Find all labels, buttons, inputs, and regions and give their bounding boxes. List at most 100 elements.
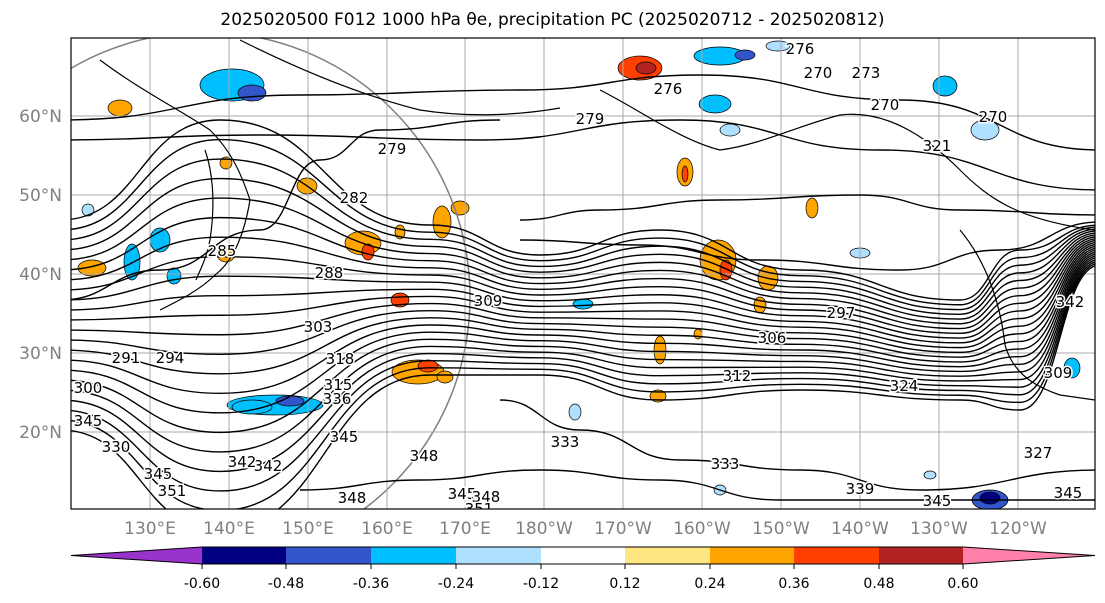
precip-patch: [237, 84, 267, 102]
colorbar-segment: [794, 547, 879, 564]
contour-line: [71, 259, 1095, 473]
contour-line: [71, 246, 1095, 354]
contour-line: [71, 261, 1095, 492]
precip-patch: [698, 94, 732, 114]
colorbar-tick-label: 0.60: [947, 576, 978, 592]
colorbar-tick-label: -0.12: [523, 576, 559, 592]
precip-patch: [107, 99, 133, 117]
contour-label: 279: [576, 110, 605, 128]
chart-title: 2025020500 F012 1000 hPa θe, precipitati…: [220, 10, 885, 30]
colorbar-tick-label: -0.24: [438, 576, 474, 592]
contour-line: [71, 216, 1095, 325]
contour-label: 279: [378, 140, 407, 158]
contour-label: 345: [1054, 484, 1083, 502]
lat-tick-label: 40°N: [19, 265, 62, 285]
reference-circle: [71, 38, 471, 509]
contour-label: 309: [1044, 364, 1073, 382]
theta-e-contours: [71, 74, 1095, 509]
contour-line: [71, 244, 1095, 349]
colorbar-tick-label: 0.36: [778, 576, 809, 592]
contour-label: 285: [208, 242, 237, 260]
contour-line: [71, 247, 1095, 358]
precip-patch: [436, 370, 454, 384]
contour-label: 321: [923, 137, 952, 155]
contour-line: [71, 265, 1095, 509]
lon-tick-label: 170°W: [594, 519, 652, 539]
contour-label: 297: [827, 304, 856, 322]
contour-line: [499, 399, 1095, 491]
precip-patch: [681, 165, 689, 183]
colorbar-segment: [456, 547, 541, 564]
colorbar-segment: [371, 547, 456, 564]
precip-patch: [635, 61, 657, 75]
colorbar-segment: [879, 547, 963, 564]
contour-label: 333: [711, 455, 740, 473]
precip-patch: [572, 298, 594, 310]
colorbar-segment: [541, 547, 625, 564]
contour-line: [71, 197, 1095, 320]
lon-tick-label: 140°W: [831, 519, 889, 539]
colorbar-tick-label: 0.48: [863, 576, 894, 592]
precip-patch: [568, 403, 582, 421]
colorbar-tick-label: 0.12: [609, 576, 640, 592]
lon-tick-label: 160°W: [673, 519, 731, 539]
contour-line: [299, 469, 1095, 501]
colorbar: [70, 546, 1096, 565]
contour-line: [519, 194, 1095, 221]
colorbar-tick-label: -0.36: [353, 576, 389, 592]
contour-line: [71, 257, 1095, 453]
precip-patch: [1063, 357, 1081, 379]
lat-tick-label: 60°N: [19, 107, 62, 127]
lon-tick-label: 130°E: [124, 519, 176, 539]
contour-label: 330: [102, 438, 131, 456]
map-frame: [70, 37, 1096, 510]
contour-label: 342: [1056, 293, 1085, 311]
contour-label: 342: [254, 457, 283, 475]
precip-patch: [417, 359, 439, 373]
contour-label: 348: [410, 447, 439, 465]
contour-line: [71, 119, 1095, 301]
lon-tick-label: 170°E: [439, 519, 491, 539]
lon-tick-label: 150°E: [282, 519, 334, 539]
contour-label: 351: [158, 482, 187, 500]
contour-line: [71, 255, 1095, 434]
contour-line: [71, 249, 1095, 375]
precip-patch: [166, 267, 182, 285]
contour-label: 348: [338, 489, 367, 507]
colorbar-segment: [286, 547, 371, 564]
contour-label: 273: [852, 64, 881, 82]
colorbar-segment: [202, 547, 286, 564]
contour-label: 309: [474, 292, 503, 310]
contour-line: [71, 242, 1095, 344]
colorbar-tick-label: 0.24: [694, 576, 725, 592]
contour-label: 327: [1024, 444, 1053, 462]
contour-line: [71, 177, 1095, 315]
contour-line: [71, 236, 1095, 330]
contour-label: 270: [871, 96, 900, 114]
contour-label: 276: [786, 40, 815, 58]
precip-patch: [805, 197, 819, 219]
contour-label: 336: [323, 390, 352, 408]
coastlines: [99, 39, 1095, 401]
contour-line: [71, 238, 1095, 335]
precip-patch: [432, 205, 452, 239]
contour-line: [71, 74, 1095, 151]
contour-label: 348: [472, 488, 501, 506]
lon-tick-label: 180°W: [515, 519, 573, 539]
contour-line: [71, 138, 1095, 306]
precip-patch: [923, 470, 937, 480]
lon-tick-label: 150°W: [752, 519, 810, 539]
precip-patch: [979, 491, 1001, 505]
contour-line: [71, 119, 1095, 191]
colorbar-tick-label: -0.60: [184, 576, 220, 592]
contour-label: 306: [758, 329, 787, 347]
contour-label: 291: [112, 349, 141, 367]
colorbar-segment: [710, 547, 794, 564]
contour-label: 351: [465, 500, 494, 518]
lon-tick-label: 160°E: [361, 519, 413, 539]
contour-label: 300: [74, 379, 103, 397]
precip-patch: [231, 399, 273, 415]
contour-line: [71, 119, 501, 301]
contour-label: 282: [340, 189, 369, 207]
